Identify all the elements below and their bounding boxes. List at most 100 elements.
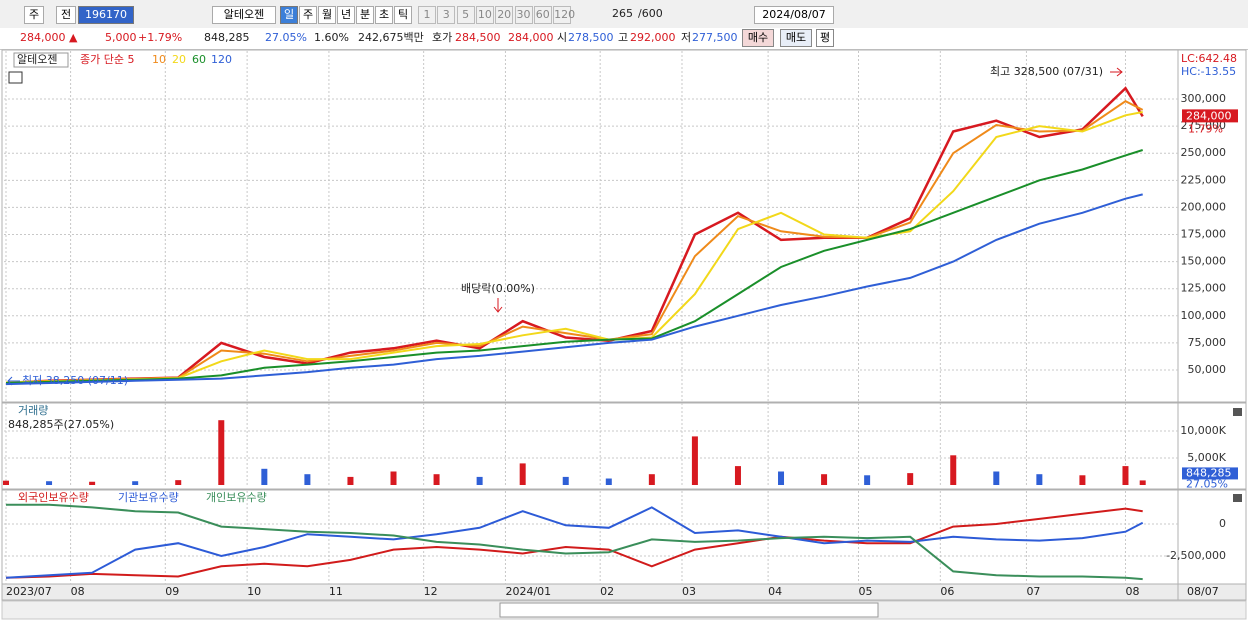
interval-button[interactable]: 3: [437, 6, 456, 24]
legend-entry: 20: [172, 53, 186, 66]
x-tick-label: 08: [71, 585, 85, 598]
y-tick-label: 175,000: [1181, 228, 1227, 241]
label: 시: [557, 31, 568, 44]
ratio: 1.60%: [314, 31, 349, 44]
x-tick-label: 2024/01: [505, 585, 551, 598]
arrow: [1110, 67, 1123, 77]
code-input[interactable]: 196170: [78, 6, 134, 24]
x-tick-label: 04: [768, 585, 782, 598]
buy-button[interactable]: 매수: [742, 29, 774, 47]
price-box-rate: 1.79%: [1188, 122, 1223, 135]
volume-panel: [1, 402, 1247, 490]
interval-button[interactable]: 10: [475, 6, 494, 24]
y-tick-label: 225,000: [1181, 173, 1227, 186]
prev-button[interactable]: 전: [56, 6, 76, 24]
arrow: [7, 376, 20, 386]
market-select[interactable]: 주: [24, 6, 44, 24]
sell-button[interactable]: 매도: [780, 29, 812, 47]
volume-bar: [993, 471, 1000, 485]
interval-button[interactable]: 60: [533, 6, 552, 24]
volume-bar: [907, 473, 914, 485]
series-line: [5, 111, 1143, 384]
annotation: 최고 328,500 (07/31): [990, 65, 1103, 78]
y-tick-label: 0: [1219, 517, 1226, 530]
series-line: [5, 100, 1144, 384]
x-axis-strip: [1, 583, 1247, 601]
count-input: 265: [612, 7, 633, 20]
series-line: [5, 506, 1144, 579]
arrow: [493, 298, 503, 313]
y-tick-label: 10,000K: [1180, 424, 1226, 437]
volume-bar: [1079, 475, 1086, 485]
volume-box-rate: 27.05%: [1186, 477, 1228, 490]
annotation: 배당락(0.00%): [461, 282, 535, 295]
interval-button[interactable]: 20: [495, 6, 514, 24]
date-input[interactable]: 2024/08/07: [754, 6, 834, 24]
label: 호가: [432, 31, 453, 44]
interval-button[interactable]: 1: [418, 6, 436, 24]
period-button[interactable]: 월: [318, 6, 336, 24]
y-tick-label: 100,000: [1181, 309, 1227, 322]
price: 284,000 ▲: [20, 31, 78, 44]
badge[interactable]: 알테오젠: [212, 6, 276, 24]
avg-button[interactable]: 평: [816, 29, 834, 47]
series-line: [5, 507, 1143, 579]
y-tick-label: 50,000: [1188, 363, 1227, 376]
legend-box: [13, 52, 69, 68]
interval-button[interactable]: 120: [553, 6, 575, 24]
period-button[interactable]: 분: [356, 6, 374, 24]
panel-title: 거래량: [18, 404, 48, 417]
scroll-thumb[interactable]: [499, 602, 879, 618]
price-box: [1182, 109, 1238, 123]
change: 5,000: [105, 31, 137, 44]
y-tick-label: 300,000: [1181, 92, 1227, 105]
period-button[interactable]: 초: [375, 6, 393, 24]
legend-entry: 10: [152, 53, 166, 66]
volume-bar: [1036, 474, 1043, 485]
legend-entry: 60: [192, 53, 206, 66]
label: 고: [618, 31, 629, 44]
y-tick-label: 275,000: [1181, 119, 1227, 132]
volume-bar: [3, 480, 9, 485]
x-tick-label: 11: [329, 585, 343, 598]
period-button[interactable]: 주: [299, 6, 317, 24]
x-tick-label: 05: [859, 585, 873, 598]
legend-entry: 기관보유수량: [118, 491, 179, 504]
volume: 848,285: [204, 31, 250, 44]
y-tick-label: 150,000: [1181, 255, 1227, 268]
period-button[interactable]: 일: [280, 6, 298, 24]
period-button[interactable]: 년: [337, 6, 355, 24]
legend-entry: 개인보유수량: [206, 491, 267, 504]
x-tick-label: 10: [247, 585, 261, 598]
x-tick-label: 08: [1125, 585, 1139, 598]
price-box-label: 284,000: [1186, 109, 1232, 122]
y-tick-label: -2,500,000: [1166, 549, 1226, 562]
low: 277,500: [692, 31, 738, 44]
series-line: [5, 149, 1143, 384]
legend-entry: 종가 단순 5: [80, 53, 134, 66]
label: 저: [681, 31, 692, 44]
right-label: LC:642.48: [1181, 52, 1237, 65]
x-tick-label: 09: [165, 585, 179, 598]
volume-bar: [347, 476, 354, 485]
volume-bar: [950, 455, 957, 485]
series-line: [6, 503, 1143, 581]
x-end-label: 08/07: [1187, 585, 1219, 598]
volume-box-label: 848,285: [1186, 466, 1232, 479]
interval-button[interactable]: 30: [514, 6, 533, 24]
y-tick-label: 200,000: [1181, 200, 1227, 213]
volume-bar: [1139, 480, 1146, 485]
close-icon[interactable]: [1233, 494, 1242, 502]
volume-bar: [261, 468, 268, 485]
x-tick-label: 02: [600, 585, 614, 598]
x-tick-label: 06: [940, 585, 954, 598]
x-tick-label: 03: [682, 585, 696, 598]
y-tick-label: 5,000K: [1187, 451, 1226, 464]
grid-icon[interactable]: [8, 71, 23, 84]
legend-title: 알테오젠: [17, 52, 57, 66]
period-button[interactable]: 틱: [394, 6, 412, 24]
close-icon[interactable]: [1233, 408, 1242, 416]
toolbar: 주 전 196170 알테오젠 일 주 월 년 분 초 틱 1 3 5 10 20 30 60 120 265/600…: [0, 0, 1248, 29]
interval-button[interactable]: 5: [456, 6, 475, 24]
volume-bar: [89, 481, 96, 485]
